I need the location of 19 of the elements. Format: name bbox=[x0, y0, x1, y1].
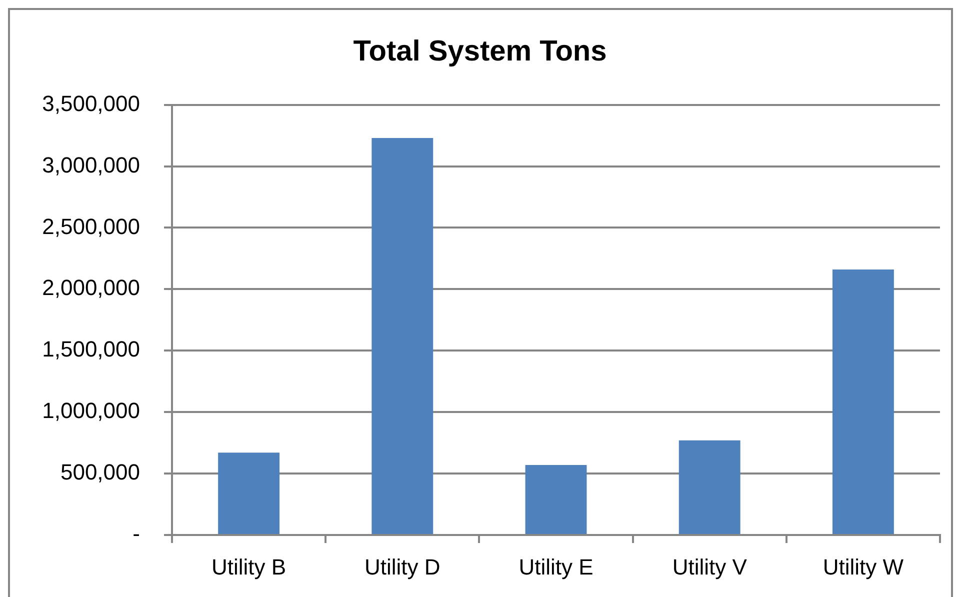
chart-title: Total System Tons bbox=[353, 35, 607, 68]
bar bbox=[372, 138, 434, 534]
y-tick-label: 2,000,000 bbox=[42, 275, 140, 300]
bar bbox=[678, 440, 740, 534]
y-tick-label: 1,000,000 bbox=[42, 398, 140, 424]
bar bbox=[832, 270, 894, 534]
y-tick-label: 3,500,000 bbox=[42, 90, 140, 116]
bar bbox=[525, 464, 587, 534]
y-tick-label: 1,500,000 bbox=[42, 336, 140, 362]
y-tick-label: 2,500,000 bbox=[42, 214, 140, 239]
x-tick-label: Utility V bbox=[672, 554, 748, 580]
x-tick-label: Utility E bbox=[518, 554, 594, 580]
y-tick-label: 500,000 bbox=[60, 460, 140, 485]
x-tick-label: Utility D bbox=[364, 554, 440, 580]
bar bbox=[218, 452, 280, 534]
y-tick-label: - bbox=[132, 521, 140, 546]
x-tick-label: Utility W bbox=[822, 554, 904, 580]
y-tick-label: 3,000,000 bbox=[42, 152, 140, 178]
x-tick-label: Utility B bbox=[212, 554, 286, 580]
